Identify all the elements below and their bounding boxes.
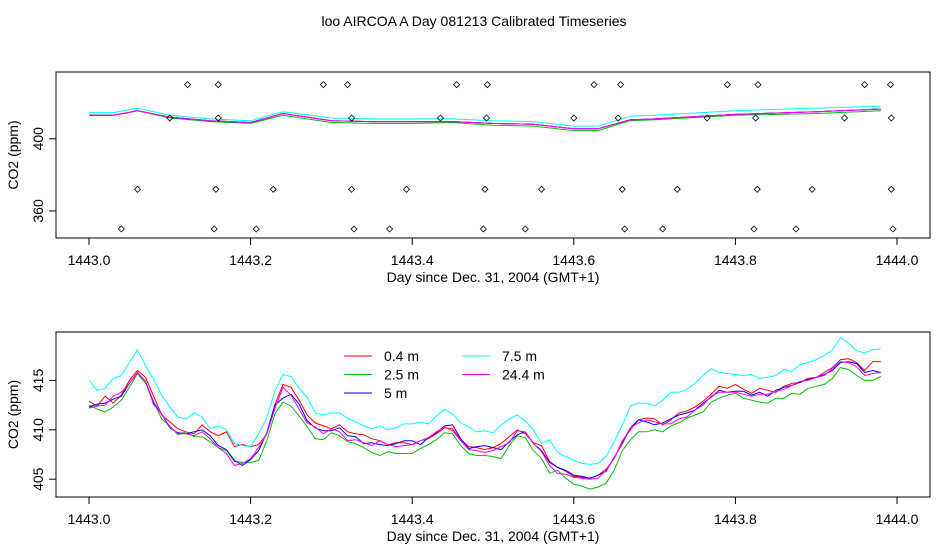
scatter-point	[750, 225, 758, 233]
top-panel: 1443.0 1443.2 1443.4 1443.6 1443.8 1444.0 360 4…	[5, 71, 931, 285]
scatter-point	[617, 81, 625, 89]
x-tick-label: 1443.4	[391, 252, 434, 268]
scatter-point	[133, 185, 142, 193]
bottom-panel: 1443.0 1443.2 1443.4 1443.6 1443.8 1444.0 405 4…	[5, 331, 931, 544]
legend-label: 5 m	[384, 385, 407, 401]
series-line-1	[88, 367, 882, 490]
x-tick-label: 1443.0	[68, 252, 111, 268]
series-line-4	[89, 108, 881, 130]
x-axis-label: Day since Dec. 31, 2004 (GMT+1)	[387, 269, 600, 285]
scatter-point	[723, 81, 731, 89]
y-tick-label: 405	[30, 467, 46, 491]
scatter-point	[792, 225, 800, 233]
scatter-point	[889, 225, 897, 233]
scatter-point	[348, 114, 356, 122]
y-axis-label: CO2 (ppm)	[5, 120, 21, 189]
scatter-point	[840, 114, 849, 122]
x-tick-label: 1443.2	[229, 252, 272, 268]
legend-label: 7.5 m	[502, 348, 537, 364]
x-tick-label: 1444.0	[876, 252, 919, 268]
scatter-point	[350, 225, 358, 233]
scatter-point	[590, 81, 598, 89]
scatter-point	[753, 185, 761, 193]
scatter-point	[570, 114, 578, 122]
scatter-point	[703, 114, 711, 122]
series-line-0	[88, 358, 881, 479]
scatter-point	[482, 114, 491, 122]
x-axis-label: Day since Dec. 31, 2004 (GMT+1)	[387, 528, 600, 544]
series-line-4	[88, 361, 881, 480]
scatter-point	[887, 114, 895, 122]
scatter-point	[214, 114, 222, 122]
x-tick-label: 1444.0	[876, 511, 919, 527]
scatter-point	[402, 185, 411, 193]
scatter-point	[252, 225, 260, 233]
x-tick-label: 1443.8	[714, 252, 757, 268]
plot-frame	[55, 331, 931, 498]
scatter-point	[618, 185, 626, 193]
x-tick-label: 1443.2	[229, 511, 272, 527]
x-tick-label: 1443.6	[552, 511, 595, 527]
scatter-point	[621, 225, 629, 233]
scatter-point	[453, 81, 461, 89]
scatter-point	[319, 81, 327, 89]
scatter-point	[386, 225, 394, 233]
scatter-point	[673, 185, 681, 193]
y-tick-label: 415	[30, 369, 46, 393]
scatter-point	[214, 81, 222, 89]
scatter-point	[754, 81, 762, 89]
plot-frame	[55, 71, 931, 239]
scatter-point	[436, 114, 445, 122]
scatter-point	[861, 81, 869, 89]
scatter-point	[808, 185, 816, 193]
scatter-point	[210, 225, 218, 233]
y-tick-label: 410	[30, 418, 46, 442]
scatter-point	[521, 225, 529, 233]
scatter-point	[269, 185, 277, 193]
series-line-3	[89, 105, 881, 127]
series-line-1	[89, 110, 881, 132]
legend-label: 24.4 m	[502, 367, 545, 383]
scatter-point	[117, 225, 125, 233]
figure-title: loo AIRCOA A Day 081213 Calibrated Times…	[321, 13, 626, 29]
scatter-point	[659, 225, 667, 233]
scatter-point	[752, 114, 760, 122]
legend-label: 0.4 m	[384, 348, 419, 364]
y-tick-label: 400	[30, 127, 46, 151]
x-tick-label: 1443.6	[552, 252, 595, 268]
scatter-point	[483, 81, 491, 89]
y-tick-label: 360	[30, 199, 46, 223]
scatter-point	[537, 185, 546, 193]
scatter-point	[479, 225, 487, 233]
series-line-2	[88, 361, 881, 479]
x-tick-label: 1443.8	[714, 511, 757, 527]
scatter-point	[887, 185, 895, 193]
scatter-point	[886, 81, 895, 89]
scatter-point	[614, 114, 622, 122]
scatter-point	[343, 81, 352, 89]
scatter-point	[184, 81, 192, 89]
scatter-point	[212, 185, 220, 193]
x-tick-label: 1443.4	[391, 511, 434, 527]
x-tick-label: 1443.0	[68, 511, 111, 527]
scatter-point	[166, 114, 174, 122]
legend-label: 2.5 m	[384, 367, 419, 383]
series-line-3	[88, 337, 881, 465]
scatter-point	[481, 185, 489, 193]
y-axis-label: CO2 (ppm)	[5, 380, 21, 449]
scatter-point	[348, 185, 356, 193]
